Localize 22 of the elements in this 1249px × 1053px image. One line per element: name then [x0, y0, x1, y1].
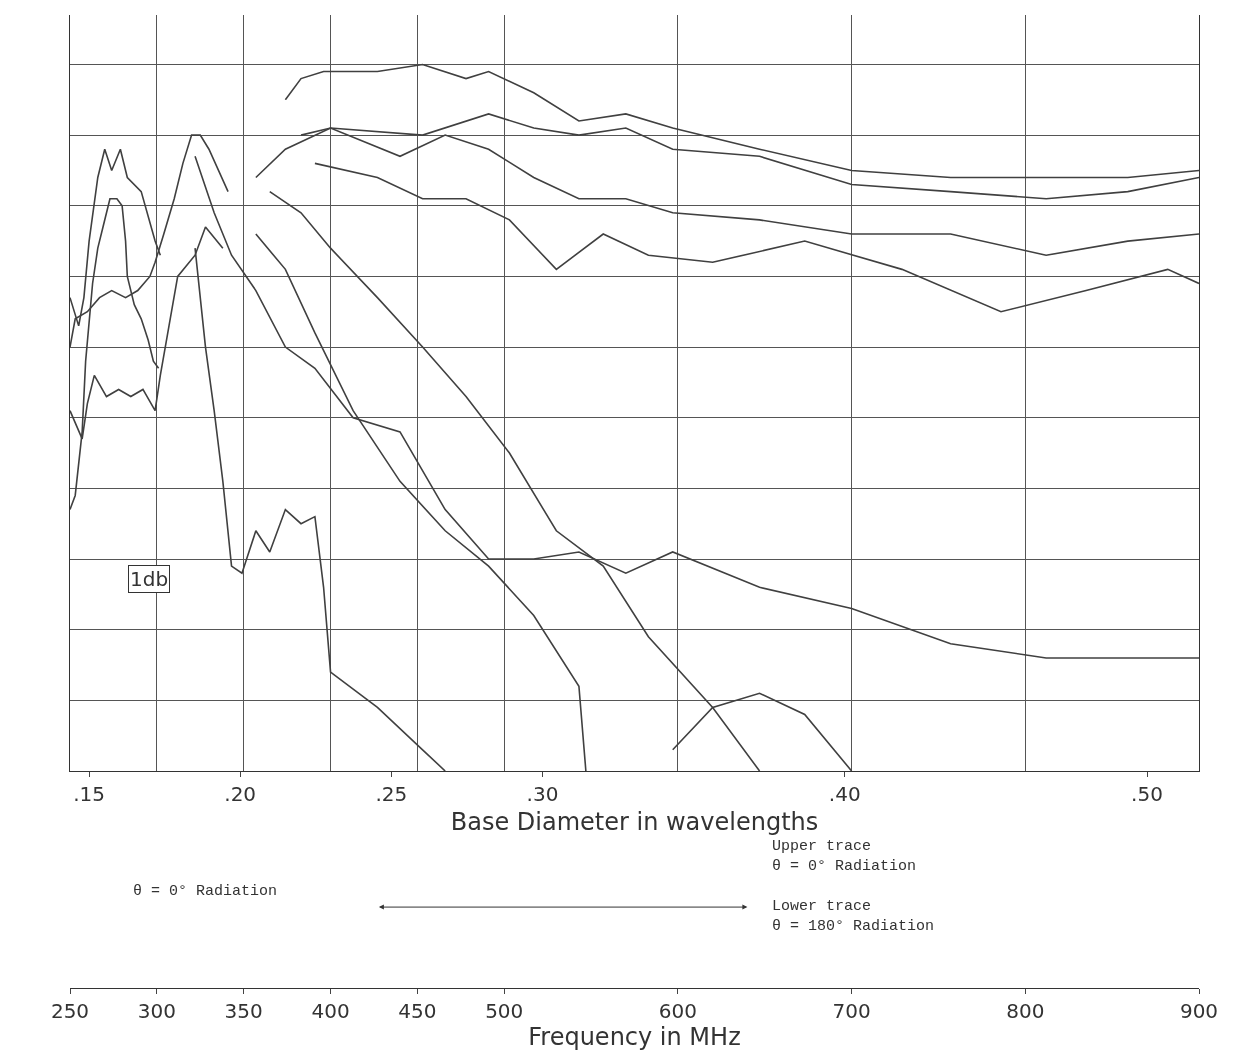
x2-tick-label: .20 [224, 782, 257, 806]
x2-tick-label: .40 [828, 782, 861, 806]
x2-tick-label: .15 [73, 782, 105, 806]
text: θ = 0° Radiation [133, 883, 278, 900]
x2-tick-label: .30 [526, 782, 559, 806]
x-axis-title: Frequency in MHz [528, 1022, 741, 1051]
x-tick-label: 700 [832, 998, 871, 1023]
x-tick-label: 600 [658, 998, 698, 1023]
x2-tick-label: .25 [375, 782, 408, 806]
text: Lower trace θ = 180° Radiation [772, 898, 935, 935]
annotation: 1db [130, 567, 169, 591]
x-tick-label: 900 [1179, 998, 1219, 1023]
x2-tick-label: .50 [1131, 782, 1163, 806]
x-tick-label: 500 [485, 998, 524, 1023]
text: Upper trace θ = 0° Radiation [772, 838, 917, 875]
x-tick-label: 400 [311, 998, 350, 1023]
x-tick-label: 250 [50, 998, 90, 1023]
x-tick-label: 800 [1006, 998, 1045, 1023]
x2-axis-title: Base Diameter in wavelengths [450, 808, 819, 837]
x-tick-label: 450 [398, 998, 437, 1023]
x-tick-label: 350 [224, 998, 263, 1023]
x-tick-label: 300 [137, 998, 176, 1023]
